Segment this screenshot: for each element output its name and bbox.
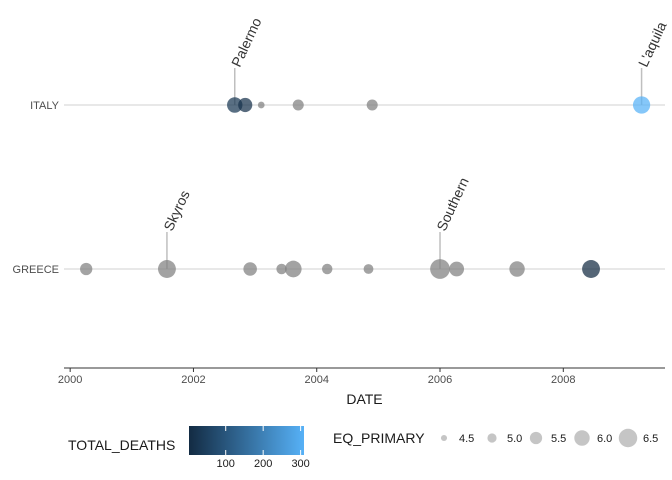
y-axis: ITALY GREECE xyxy=(13,100,60,276)
y-tick-label: GREECE xyxy=(13,264,59,276)
x-tick-label: 2002 xyxy=(181,374,205,386)
size-legend-label: 5.5 xyxy=(551,433,566,445)
x-axis: 2000 2002 2004 2006 2008 DATE xyxy=(58,367,665,407)
size-legend-key xyxy=(440,434,448,442)
x-tick-label: 2004 xyxy=(304,374,328,386)
data-point xyxy=(430,259,450,279)
colorbar xyxy=(189,426,304,455)
x-tick-label: 2000 xyxy=(58,374,82,386)
y-tick-label: ITALY xyxy=(30,100,60,112)
data-point xyxy=(582,260,600,278)
gridlines xyxy=(64,104,665,270)
data-point xyxy=(227,97,243,113)
size-legend-key xyxy=(487,433,497,443)
size-legend-label: 6.0 xyxy=(597,433,612,445)
data-point xyxy=(257,101,265,109)
data-point xyxy=(276,263,287,275)
size-legend-title: EQ_PRIMARY xyxy=(333,430,425,446)
data-point xyxy=(80,262,93,276)
size-legend-label: 6.5 xyxy=(643,433,658,445)
colorbar-ticks: 100 200 300 xyxy=(217,426,310,470)
colorbar-tick-label: 200 xyxy=(254,458,272,470)
annotation-label: Southern xyxy=(433,175,472,233)
colorbar-tick-label: 100 xyxy=(217,458,235,470)
x-tick-label: 2006 xyxy=(428,374,452,386)
annotations: Palermo L'aquila Skyros Southern xyxy=(160,15,670,269)
data-points xyxy=(80,96,651,279)
size-legend-label: 4.5 xyxy=(459,433,474,445)
annotation-label: Palermo xyxy=(228,15,265,69)
data-point xyxy=(509,261,525,277)
size-legend-key xyxy=(574,430,590,446)
x-tick-label: 2008 xyxy=(551,374,575,386)
data-point xyxy=(158,260,176,278)
data-point xyxy=(632,96,651,114)
size-legend-key xyxy=(618,428,638,448)
data-point xyxy=(292,99,304,111)
data-point xyxy=(284,260,302,278)
data-point xyxy=(449,261,465,277)
size-legend-key xyxy=(529,431,543,445)
data-point xyxy=(363,264,374,274)
color-legend-title: TOTAL_DEATHS xyxy=(68,437,175,453)
colorbar-tick-label: 300 xyxy=(291,458,309,470)
data-point xyxy=(238,97,253,113)
data-point xyxy=(243,262,257,276)
x-axis-title: DATE xyxy=(346,391,382,407)
data-point xyxy=(366,99,378,111)
annotation-label: L'aquila xyxy=(635,19,670,69)
annotation-label: Skyros xyxy=(160,188,193,234)
size-legend-keys: 4.5 5.0 5.5 6.0 6.5 xyxy=(440,428,658,448)
data-point xyxy=(321,263,333,275)
size-legend-label: 5.0 xyxy=(507,433,522,445)
x-ticks: 2000 2002 2004 2006 2008 xyxy=(58,368,576,386)
legend: TOTAL_DEATHS 100 200 300 EQ_PRIMARY 4.5 5.0… xyxy=(68,426,658,470)
color-legend: TOTAL_DEATHS 100 200 300 xyxy=(68,426,310,470)
size-legend: EQ_PRIMARY 4.5 5.0 5.5 6.0 6.5 xyxy=(333,428,658,448)
